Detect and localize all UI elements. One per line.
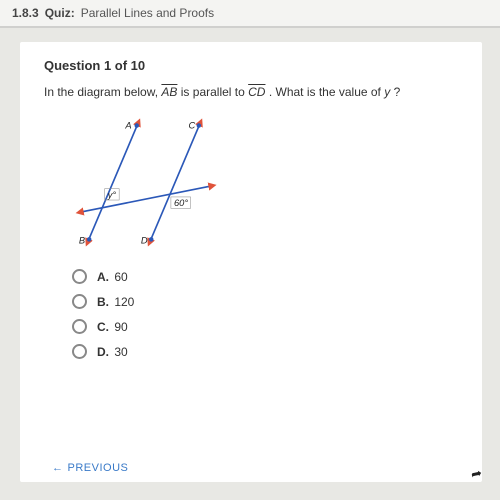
answer-options: A. 60 B. 120 C. 90 D. 30 bbox=[72, 269, 464, 359]
segment-ab: AB bbox=[161, 85, 177, 99]
geometry-diagram: A C B Dy° 60° bbox=[54, 109, 234, 259]
svg-text:60°: 60° bbox=[174, 198, 188, 208]
segment-cd: CD bbox=[248, 85, 265, 99]
option-label: C. 90 bbox=[97, 320, 128, 334]
previous-label: PREVIOUS bbox=[68, 462, 129, 474]
variable-y: y bbox=[384, 85, 390, 99]
svg-text:A: A bbox=[124, 121, 131, 131]
arrow-left-icon: ← bbox=[52, 462, 64, 474]
option-d[interactable]: D. 30 bbox=[72, 344, 464, 359]
question-heading: Question 1 of 10 bbox=[44, 58, 464, 73]
quiz-kind: Quiz: bbox=[45, 6, 75, 20]
option-c[interactable]: C. 90 bbox=[72, 319, 464, 334]
svg-text:y°: y° bbox=[107, 190, 117, 200]
radio-button[interactable] bbox=[72, 344, 87, 359]
quiz-number: 1.8.3 bbox=[12, 6, 39, 20]
svg-text:C: C bbox=[188, 121, 195, 131]
question-card: Question 1 of 10 In the diagram below, A… bbox=[20, 42, 482, 482]
radio-button[interactable] bbox=[72, 319, 87, 334]
radio-button[interactable] bbox=[72, 269, 87, 284]
question-text-mid: is parallel to bbox=[181, 85, 248, 99]
option-label: D. 30 bbox=[97, 345, 128, 359]
option-b[interactable]: B. 120 bbox=[72, 294, 464, 309]
svg-text:D: D bbox=[141, 235, 148, 245]
quiz-title-bar: 1.8.3 Quiz: Parallel Lines and Proofs bbox=[0, 0, 500, 28]
svg-text:B: B bbox=[79, 235, 85, 245]
question-text-end: ? bbox=[394, 85, 401, 99]
option-label: A. 60 bbox=[97, 270, 128, 284]
previous-button[interactable]: ← PREVIOUS bbox=[52, 462, 128, 474]
question-text: In the diagram below, AB is parallel to … bbox=[44, 83, 464, 101]
option-label: B. 120 bbox=[97, 295, 134, 309]
option-a[interactable]: A. 60 bbox=[72, 269, 464, 284]
radio-button[interactable] bbox=[72, 294, 87, 309]
question-text-pre: In the diagram below, bbox=[44, 85, 161, 99]
question-text-post: . What is the value of bbox=[269, 85, 384, 99]
quiz-title: Parallel Lines and Proofs bbox=[81, 6, 214, 20]
